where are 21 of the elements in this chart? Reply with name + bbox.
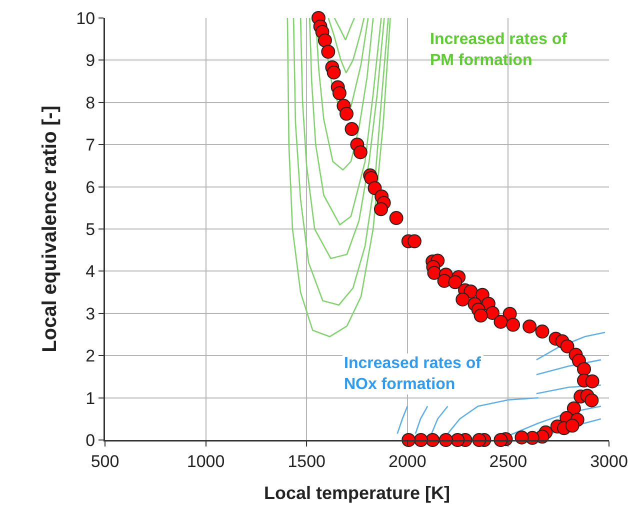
annotation: Increased rates of PM formation bbox=[430, 31, 568, 69]
x-axis-title: Local temperature [K] bbox=[264, 482, 450, 503]
y-tick-label: 0 bbox=[86, 430, 96, 450]
y-tick-label: 6 bbox=[86, 178, 96, 197]
y-tick-label: 5 bbox=[86, 220, 96, 239]
annotation: Increased rates of NOx formation bbox=[344, 355, 482, 393]
y-tick-label: 10 bbox=[76, 8, 96, 28]
x-tick-label: 1000 bbox=[186, 452, 225, 471]
y-tick-label: 2 bbox=[86, 346, 96, 366]
y-tick-label: 1 bbox=[86, 388, 96, 408]
y-tick-label: 9 bbox=[86, 51, 96, 70]
x-tick-label: 3000 bbox=[590, 452, 628, 471]
y-axis-title: Local equivalence ratio [-] bbox=[38, 106, 61, 352]
x-tick-label: 500 bbox=[90, 452, 120, 471]
y-tick-label: 8 bbox=[86, 93, 96, 112]
y-tick-label: 3 bbox=[86, 304, 96, 324]
x-tick-label: 1500 bbox=[288, 452, 326, 471]
x-tick-label: 2000 bbox=[388, 452, 426, 471]
y-tick-label: 7 bbox=[86, 136, 96, 155]
x-tick-label: 2500 bbox=[489, 452, 528, 471]
y-tick-label: 4 bbox=[86, 262, 96, 282]
